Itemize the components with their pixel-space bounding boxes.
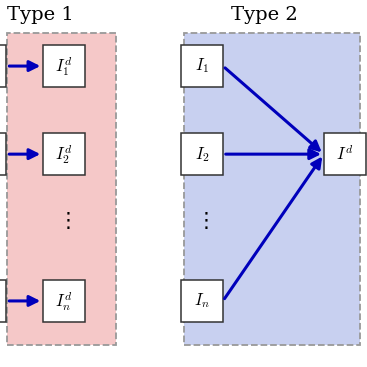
Text: $I_1^d$: $I_1^d$ — [55, 54, 73, 78]
FancyBboxPatch shape — [184, 33, 360, 345]
FancyBboxPatch shape — [181, 133, 223, 175]
FancyBboxPatch shape — [43, 280, 85, 322]
FancyBboxPatch shape — [181, 45, 223, 87]
Text: $I^d$: $I^d$ — [336, 144, 354, 164]
Text: $\vdots$: $\vdots$ — [58, 210, 71, 231]
FancyBboxPatch shape — [0, 133, 7, 175]
Text: $I_1$: $I_1$ — [195, 57, 209, 76]
FancyBboxPatch shape — [7, 33, 116, 345]
Text: Type 2: Type 2 — [231, 6, 298, 23]
Text: Type 1: Type 1 — [7, 6, 74, 23]
Text: $I_2^d$: $I_2^d$ — [55, 142, 73, 166]
FancyBboxPatch shape — [181, 280, 223, 322]
Text: $I_n$: $I_n$ — [194, 291, 210, 310]
Text: $I_n^d$: $I_n^d$ — [55, 289, 73, 313]
FancyBboxPatch shape — [324, 133, 366, 175]
FancyBboxPatch shape — [0, 280, 7, 322]
FancyBboxPatch shape — [43, 133, 85, 175]
FancyBboxPatch shape — [43, 45, 85, 87]
Text: $I_2$: $I_2$ — [195, 145, 209, 164]
FancyBboxPatch shape — [0, 45, 7, 87]
Text: $\vdots$: $\vdots$ — [195, 210, 208, 231]
